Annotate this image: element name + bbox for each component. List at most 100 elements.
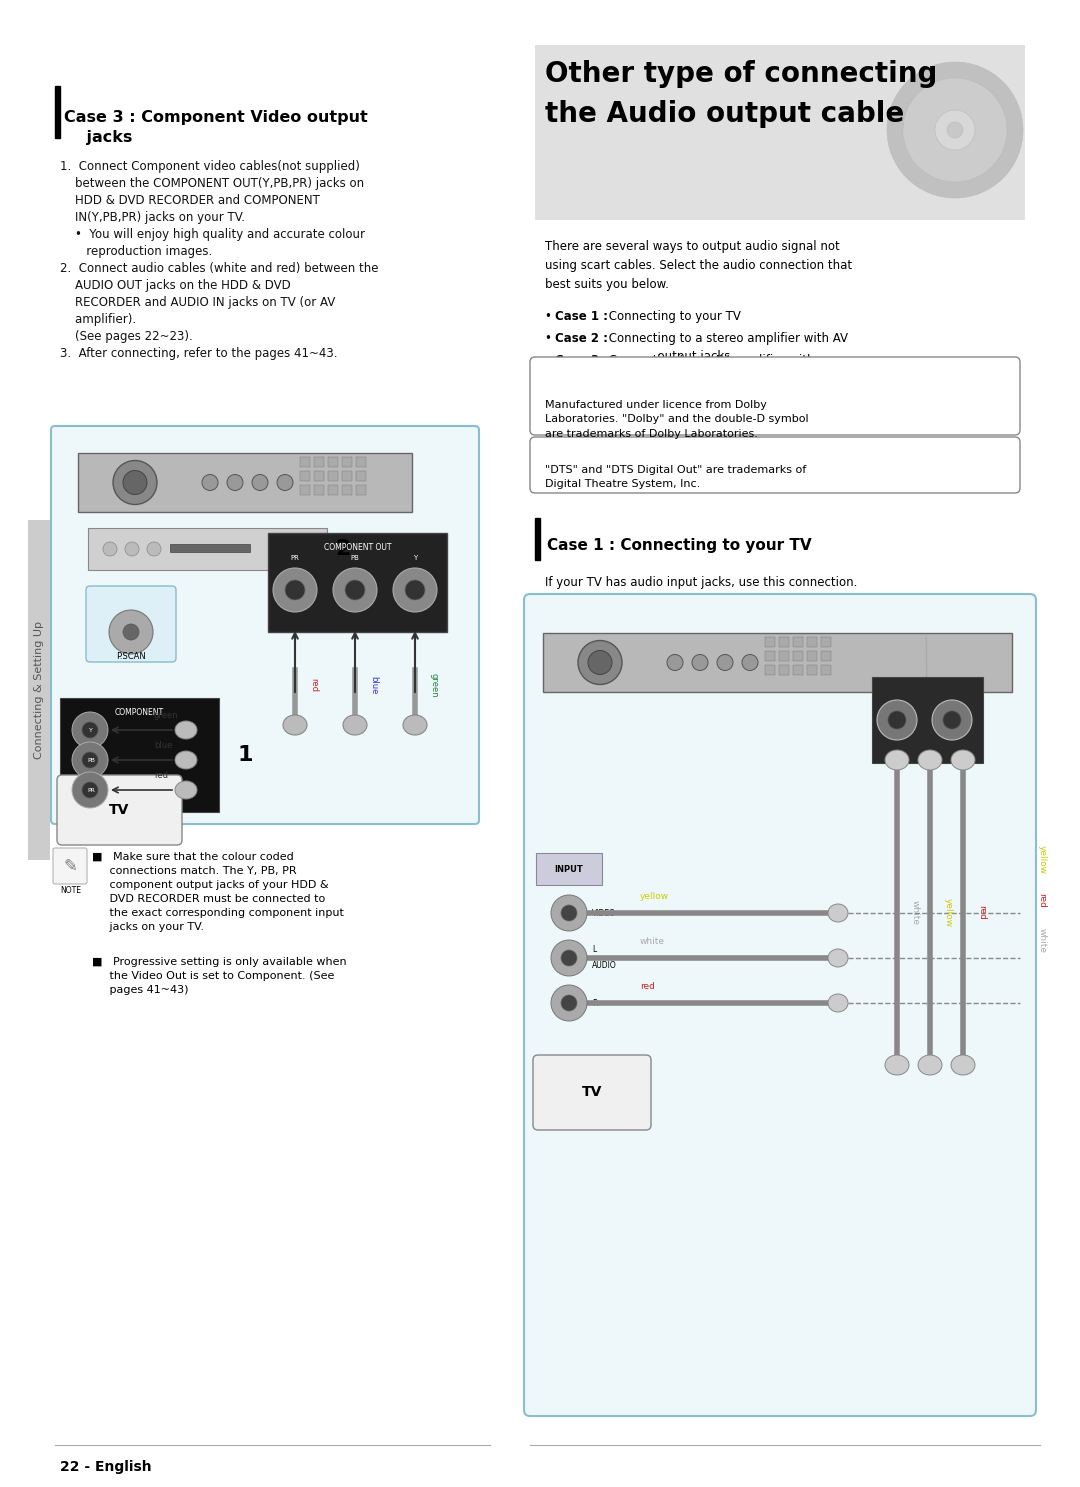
Text: yellow: yellow: [1038, 846, 1047, 874]
Bar: [314, 485, 324, 495]
Text: •: •: [545, 309, 555, 323]
Circle shape: [578, 641, 622, 684]
FancyBboxPatch shape: [51, 425, 480, 824]
Text: AUDIO OUT jacks on the HDD & DVD: AUDIO OUT jacks on the HDD & DVD: [60, 280, 291, 291]
Text: Manufactured under licence from Dolby
Laboratories. "Dolby" and the double-D sym: Manufactured under licence from Dolby La…: [545, 400, 809, 439]
Bar: [356, 471, 366, 480]
FancyBboxPatch shape: [534, 1054, 651, 1130]
Text: VIDEO: VIDEO: [592, 909, 616, 917]
Text: red: red: [640, 981, 654, 990]
Text: blue: blue: [369, 675, 378, 694]
Text: ■   Progressive setting is only available when
     the Video Out is set to Comp: ■ Progressive setting is only available …: [92, 958, 347, 995]
Ellipse shape: [885, 1054, 909, 1075]
Circle shape: [932, 700, 972, 741]
Circle shape: [742, 654, 758, 671]
Bar: [300, 485, 310, 495]
Circle shape: [561, 906, 577, 920]
Ellipse shape: [828, 993, 848, 1013]
Text: green: green: [429, 672, 438, 697]
FancyBboxPatch shape: [543, 633, 1012, 691]
FancyBboxPatch shape: [268, 532, 447, 632]
Ellipse shape: [175, 781, 197, 799]
Circle shape: [123, 470, 147, 495]
Text: Case 2 :: Case 2 :: [555, 332, 608, 345]
Circle shape: [202, 474, 218, 491]
Bar: [765, 636, 775, 647]
Text: white: white: [1038, 928, 1047, 953]
Circle shape: [72, 772, 108, 807]
Circle shape: [72, 712, 108, 748]
Circle shape: [903, 77, 1007, 181]
Circle shape: [393, 568, 437, 613]
Circle shape: [125, 541, 139, 556]
Text: yellow: yellow: [944, 898, 953, 926]
Text: Y: Y: [89, 727, 93, 733]
Circle shape: [123, 625, 139, 639]
Text: TV: TV: [109, 803, 130, 816]
Text: R: R: [592, 998, 597, 1008]
Bar: [342, 485, 352, 495]
Circle shape: [82, 752, 98, 767]
Text: Case 3 : Component Video output: Case 3 : Component Video output: [64, 110, 368, 125]
Bar: [807, 636, 816, 647]
Text: Connecting to a stereo amplifier with AV
              output jacks: Connecting to a stereo amplifier with AV…: [605, 332, 848, 363]
Text: 22 - English: 22 - English: [60, 1460, 151, 1474]
Text: PB: PB: [87, 757, 95, 763]
Circle shape: [561, 995, 577, 1011]
Text: TV: TV: [582, 1086, 603, 1099]
Circle shape: [227, 474, 243, 491]
Text: the Audio output cable: the Audio output cable: [545, 100, 904, 128]
Circle shape: [667, 654, 683, 671]
Circle shape: [888, 711, 906, 729]
Text: Other type of connecting: Other type of connecting: [545, 59, 937, 88]
Text: Connecting & Setting Up: Connecting & Setting Up: [33, 622, 44, 758]
Text: PB: PB: [351, 555, 360, 561]
Text: If your TV has audio input jacks, use this connection.: If your TV has audio input jacks, use th…: [545, 575, 858, 589]
FancyBboxPatch shape: [57, 775, 183, 845]
Text: IN(Y,PB,PR) jacks on your TV.: IN(Y,PB,PR) jacks on your TV.: [60, 211, 245, 225]
Text: COMPONENT: COMPONENT: [114, 708, 164, 717]
Circle shape: [551, 940, 588, 975]
Bar: [821, 636, 831, 647]
Text: white: white: [912, 900, 920, 925]
Bar: [765, 665, 775, 675]
Circle shape: [935, 110, 975, 150]
Text: NOTE: NOTE: [60, 886, 81, 895]
FancyBboxPatch shape: [86, 586, 176, 662]
Bar: [535, 517, 540, 561]
Text: red: red: [154, 770, 168, 781]
Bar: [356, 457, 366, 467]
Text: jacks: jacks: [64, 129, 133, 146]
Circle shape: [285, 580, 305, 599]
Bar: [28, 520, 50, 859]
Ellipse shape: [951, 1054, 975, 1075]
Text: P.SCAN: P.SCAN: [117, 651, 146, 662]
Bar: [328, 457, 338, 467]
Text: PR: PR: [291, 555, 299, 561]
Bar: [821, 651, 831, 662]
Bar: [328, 471, 338, 480]
FancyBboxPatch shape: [524, 593, 1036, 1416]
Text: red: red: [309, 678, 318, 691]
Circle shape: [551, 895, 588, 931]
Text: AUDIO: AUDIO: [592, 962, 617, 971]
Text: amplifier).: amplifier).: [60, 312, 136, 326]
FancyBboxPatch shape: [87, 528, 327, 570]
Text: Case 3 :: Case 3 :: [555, 354, 608, 367]
Text: PR: PR: [87, 788, 95, 793]
Bar: [779, 665, 789, 675]
Text: 1: 1: [237, 745, 253, 764]
Ellipse shape: [175, 721, 197, 739]
Ellipse shape: [885, 749, 909, 770]
Bar: [779, 651, 789, 662]
Bar: [356, 485, 366, 495]
Text: 2.  Connect audio cables (white and red) between the: 2. Connect audio cables (white and red) …: [60, 262, 378, 275]
Circle shape: [333, 568, 377, 613]
Circle shape: [345, 580, 365, 599]
FancyBboxPatch shape: [530, 357, 1020, 436]
Text: Case 1 :: Case 1 :: [555, 309, 608, 323]
Circle shape: [717, 654, 733, 671]
Bar: [342, 471, 352, 480]
Bar: [342, 457, 352, 467]
Bar: [55, 86, 60, 138]
